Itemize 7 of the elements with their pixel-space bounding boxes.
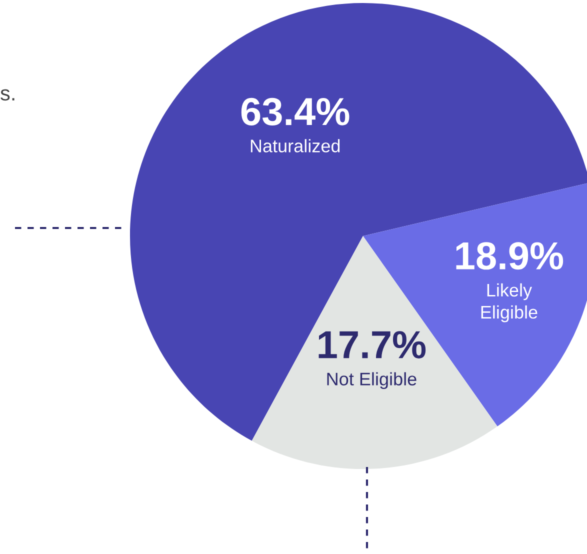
slice-label: Likely Eligible [481, 283, 538, 322]
slice-label: Naturalized [250, 139, 340, 152]
data-label: 17.7% [318, 331, 426, 358]
slice-label: Not Eligible [327, 372, 416, 390]
data-label: 63.4% [241, 98, 350, 126]
data-label: 18.9% [456, 242, 564, 270]
text: s. [0, 89, 14, 101]
